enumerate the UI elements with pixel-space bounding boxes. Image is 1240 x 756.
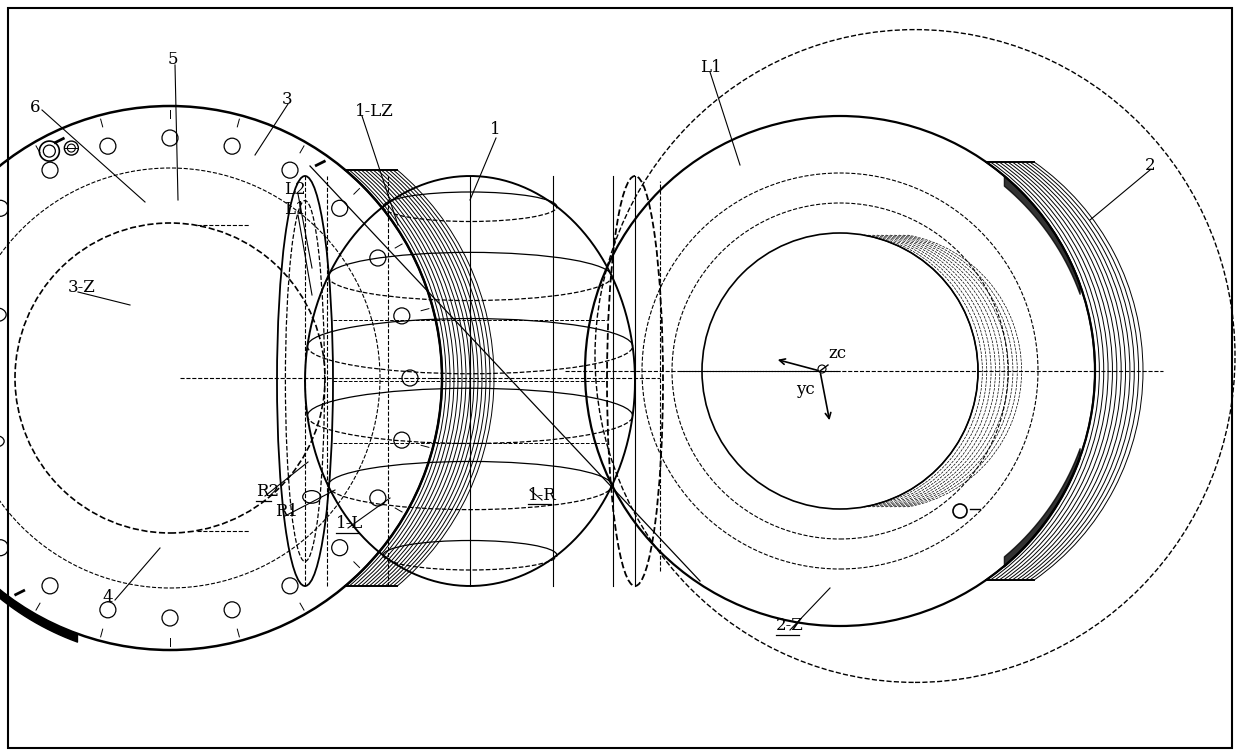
Text: R1: R1	[275, 503, 298, 520]
Text: 1-LZ: 1-LZ	[355, 104, 394, 120]
Text: 5: 5	[167, 51, 179, 69]
Text: yc: yc	[796, 382, 815, 398]
Text: 1: 1	[490, 122, 501, 138]
Text: R2: R2	[255, 484, 279, 500]
Text: L1: L1	[701, 60, 722, 76]
Text: 6: 6	[30, 100, 41, 116]
Text: 3-Z: 3-Z	[68, 280, 95, 296]
Text: L2: L2	[284, 181, 305, 199]
Text: 1-L: 1-L	[336, 516, 363, 532]
Text: zc: zc	[828, 345, 846, 361]
Text: 2: 2	[1145, 156, 1156, 173]
Text: 3: 3	[281, 91, 293, 109]
Text: 2-Z: 2-Z	[776, 618, 804, 634]
Text: 1-R: 1-R	[528, 487, 557, 503]
Text: L1: L1	[284, 202, 305, 218]
Text: 4: 4	[102, 590, 113, 606]
